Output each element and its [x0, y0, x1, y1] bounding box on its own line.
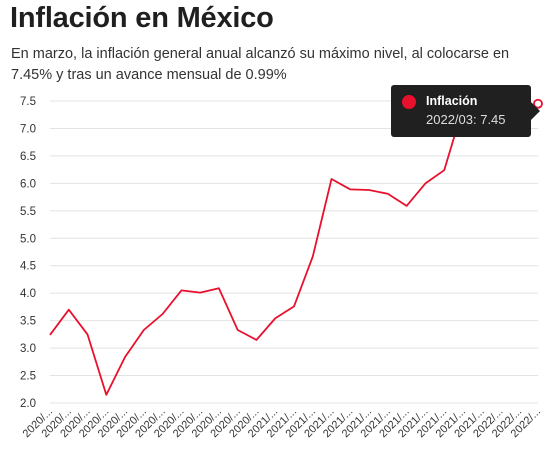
- chart-subtitle: En marzo, la inflación general anual alc…: [11, 46, 510, 83]
- y-tick-label: 6.0: [20, 178, 36, 190]
- tooltip-value: 2022/03: 7.45: [426, 112, 506, 127]
- tooltip: Inflación 2022/03: 7.45: [391, 85, 540, 137]
- y-tick-label: 3.0: [20, 343, 36, 355]
- series-inflacion[interactable]: [49, 98, 543, 396]
- series-line[interactable]: [49, 102, 539, 396]
- tooltip-series-name: Inflación: [426, 94, 478, 108]
- y-axis: 2.0 2.5 3.0 3.5 4.0 4.5 5.0 5.5 6.0 6.5 7.0 7.5: [20, 96, 36, 410]
- series-color-dot-icon: [402, 95, 416, 109]
- y-tick-label: 7.0: [20, 123, 36, 135]
- page-title: Inflación en México: [10, 2, 274, 34]
- x-axis: 2020/...2020/...2020/...2020/...2020/...…: [21, 406, 543, 440]
- y-tick-label: 4.5: [20, 261, 36, 273]
- y-tick-label: 6.5: [20, 151, 36, 163]
- y-tick-label: 5.5: [20, 206, 36, 218]
- y-tick-label: 5.0: [20, 233, 36, 245]
- grid-lines: [50, 100, 538, 404]
- y-tick-label: 3.5: [20, 316, 36, 328]
- y-tick-label: 4.0: [20, 288, 36, 300]
- y-tick-label: 2.5: [20, 371, 36, 383]
- y-tick-label: 2.0: [20, 398, 36, 410]
- y-tick-label: 7.5: [20, 96, 36, 108]
